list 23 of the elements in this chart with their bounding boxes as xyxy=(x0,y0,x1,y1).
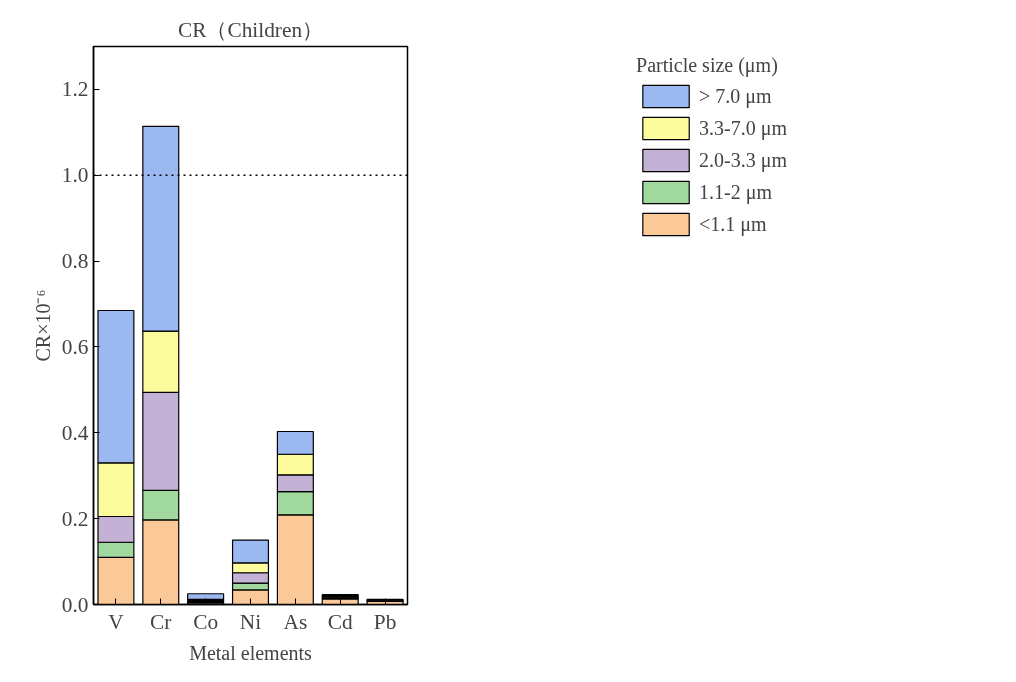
y-tick-label: 0.6 xyxy=(61,334,89,359)
legend-label: 2.0-3.3 μm xyxy=(699,148,787,172)
legend-label: > 7.0 μm xyxy=(699,84,772,108)
y-axis-title: CR×10⁻⁶ xyxy=(31,289,54,362)
x-axis-title: Metal elements xyxy=(189,641,313,664)
x-tick-label: Ni xyxy=(239,609,262,634)
legend-label: <1.1 μm xyxy=(699,212,767,236)
y-tick-label: 0.2 xyxy=(61,506,89,531)
x-tick-label: Co xyxy=(193,609,219,634)
legend-label: 1.1-2 μm xyxy=(699,180,772,204)
x-tick-label: V xyxy=(108,609,125,634)
x-tick-label: As xyxy=(283,609,308,634)
x-tick-label: Cd xyxy=(327,609,353,634)
x-tick-label: Pb xyxy=(373,609,397,634)
y-tick-label: 0.8 xyxy=(61,249,89,274)
chart-title: CR（Children） xyxy=(177,17,324,42)
y-tick-label: 1.0 xyxy=(61,163,89,188)
y-tick-label: 1.2 xyxy=(61,77,89,102)
legend-label: 3.3-7.0 μm xyxy=(699,116,787,140)
x-tick-label: Cr xyxy=(150,609,172,634)
y-tick-label: 0.4 xyxy=(61,420,89,445)
y-tick-label: 0.0 xyxy=(61,592,89,617)
legend-title: Particle size (μm) xyxy=(636,54,779,77)
